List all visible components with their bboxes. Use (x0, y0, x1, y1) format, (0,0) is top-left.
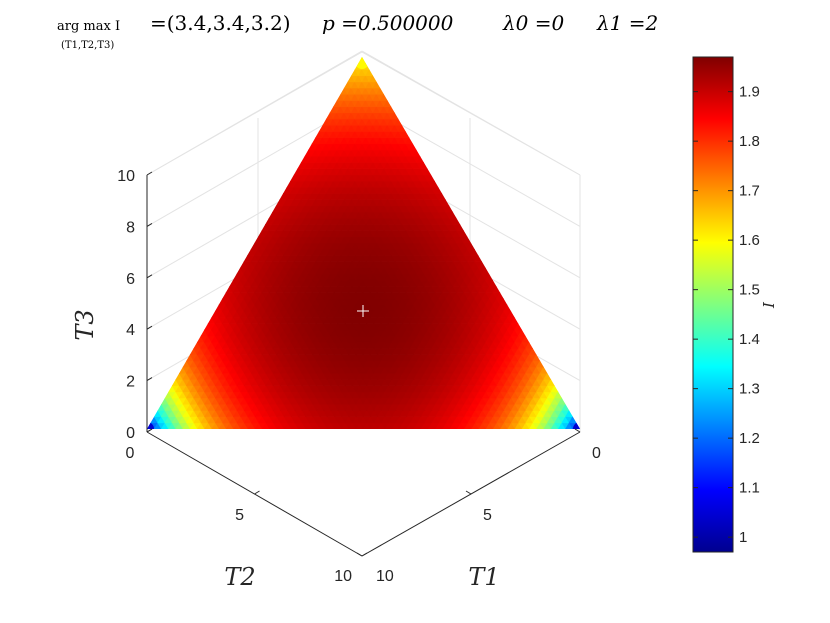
colorbar-label: I (760, 301, 778, 309)
title-lambda1: λ1 =2 (596, 11, 658, 35)
t1-tick-mark (356, 552, 363, 557)
t2-tick-label: 10 (334, 568, 352, 585)
t1-tick-mark (465, 490, 472, 495)
title-argmax-label: arg max I (57, 19, 120, 34)
t1-axis-label: T1 (468, 563, 499, 591)
title-argmax-subscript: (T1,T2,T3) (61, 40, 114, 51)
t1-tick-label: 10 (376, 568, 394, 585)
t3-tick-label: 2 (126, 374, 135, 391)
t2-tick-mark (361, 552, 368, 557)
t3-tick-label: 4 (126, 322, 135, 339)
colorbar-tick-label: 1.1 (739, 480, 760, 497)
heat-cell (554, 391, 563, 399)
heat-cell (550, 385, 559, 393)
colorbar-tick-label: 1.6 (739, 232, 760, 249)
chart-title: arg max I (T1,T2,T3) =(3.4,3.4,3.2) p =0… (57, 11, 658, 51)
heat-cell (546, 378, 556, 386)
colorbar-tick-label: 1.2 (739, 430, 760, 447)
t2-tick-label: 5 (235, 507, 244, 524)
vertex-marker (355, 57, 369, 69)
heat-cell (521, 335, 530, 343)
colorbar: 1 1.1 1.2 1.3 1.4 1.5 1.6 1.7 1.8 1.9 I (692, 56, 778, 553)
colorbar-tick-label: 1.5 (739, 282, 760, 299)
grid-line (146, 50, 363, 176)
t2-tick-label: 0 (126, 445, 135, 462)
heat-cell (568, 416, 577, 424)
colorbar-tick-label: 1 (739, 529, 747, 546)
colorbar-tick-label: 1.4 (739, 331, 760, 348)
t3-tick-label: 10 (117, 168, 135, 185)
t1-tick-mark (574, 428, 581, 433)
t3-tick-label: 6 (126, 271, 135, 288)
t3-tick-mark (146, 222, 153, 227)
title-argmax-value: =(3.4,3.4,3.2) (150, 11, 291, 35)
t3-axis-label: T3 (71, 309, 99, 340)
grid-line (361, 50, 581, 176)
t3-tick-label: 0 (126, 425, 135, 442)
t2-tick-mark (254, 490, 260, 495)
colorbar-tick-label: 1.8 (739, 133, 760, 150)
t1-tick-label: 0 (592, 445, 601, 462)
t3-tick-mark (146, 171, 153, 176)
colorbar-tick-label: 1.9 (739, 84, 760, 101)
t3-tick-label: 8 (126, 219, 135, 236)
colorbar-gradient (692, 56, 734, 553)
t2-tick-mark (146, 428, 153, 433)
heat-cell (561, 403, 570, 411)
title-p: p =0.500000 (322, 11, 454, 35)
heat-cell (564, 409, 574, 417)
t3-tick-mark (146, 325, 153, 330)
colorbar-tick-label: 1.7 (739, 183, 760, 200)
t2-axis-label: T2 (224, 563, 255, 591)
colorbar-tick-label: 1.3 (739, 381, 760, 398)
heat-cell (539, 366, 548, 374)
t1-tick-label: 5 (483, 507, 492, 524)
heatmap-surface (147, 57, 580, 429)
t3-tick-mark (146, 274, 153, 279)
title-lambda0: λ0 =0 (502, 11, 565, 35)
heat-cell (535, 360, 545, 368)
t3-tick-mark (146, 377, 153, 382)
